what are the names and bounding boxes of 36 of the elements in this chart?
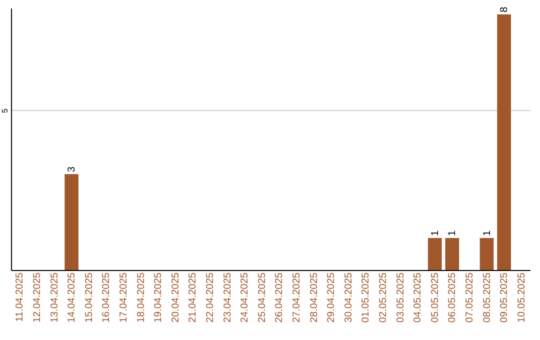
x-tick-label: 24.04.2025	[240, 272, 251, 323]
x-tick-label: 25.04.2025	[256, 272, 268, 323]
x-tick-label: 07.05.2025	[464, 272, 476, 323]
x-tick-label: 10.05.2025	[516, 272, 528, 323]
data-label: 1	[430, 230, 441, 236]
x-tick-label: 15.04.2025	[84, 272, 95, 323]
x-tick-label: 14.04.2025	[66, 272, 78, 323]
data-label: 1	[482, 230, 493, 236]
x-tick-label: 21.04.2025	[188, 272, 199, 323]
x-tick-label: 20.04.2025	[170, 272, 182, 323]
x-tick-label: 12.04.2025	[32, 272, 43, 323]
x-tick-label: 30.04.2025	[343, 272, 354, 323]
x-tick-label: 28.04.2025	[308, 272, 320, 323]
x-tick-label: 17.04.2025	[118, 272, 130, 323]
x-tick-label: 13.04.2025	[49, 272, 60, 323]
data-label: 3	[66, 166, 78, 172]
x-tick-label: 16.04.2025	[101, 272, 112, 323]
y-tick-label: 5	[0, 108, 10, 113]
data-label: 8	[499, 6, 510, 12]
x-tick-label: 27.04.2025	[291, 272, 302, 323]
x-tick-label: 01.05.2025	[360, 272, 372, 323]
x-tick-label: 03.05.2025	[395, 272, 406, 323]
x-tick-label: 05.05.2025	[430, 272, 441, 323]
x-tick-label: 04.05.2025	[412, 272, 424, 323]
x-tick-label: 26.04.2025	[274, 272, 286, 323]
x-tick-label: 29.04.2025	[326, 272, 338, 323]
x-tick-label: 09.05.2025	[499, 272, 510, 323]
x-tick-label: 02.05.2025	[378, 272, 389, 323]
x-tick-label: 06.05.2025	[447, 272, 458, 323]
x-tick-label: 23.04.2025	[222, 272, 234, 323]
x-tick-label: 19.04.2025	[153, 272, 164, 323]
x-tick-label: 22.04.2025	[204, 272, 216, 323]
x-tick-label: 18.04.2025	[136, 272, 147, 323]
x-tick-label: 08.05.2025	[482, 272, 493, 323]
data-label: 1	[447, 230, 458, 236]
x-tick-label: 11.04.2025	[14, 272, 26, 322]
